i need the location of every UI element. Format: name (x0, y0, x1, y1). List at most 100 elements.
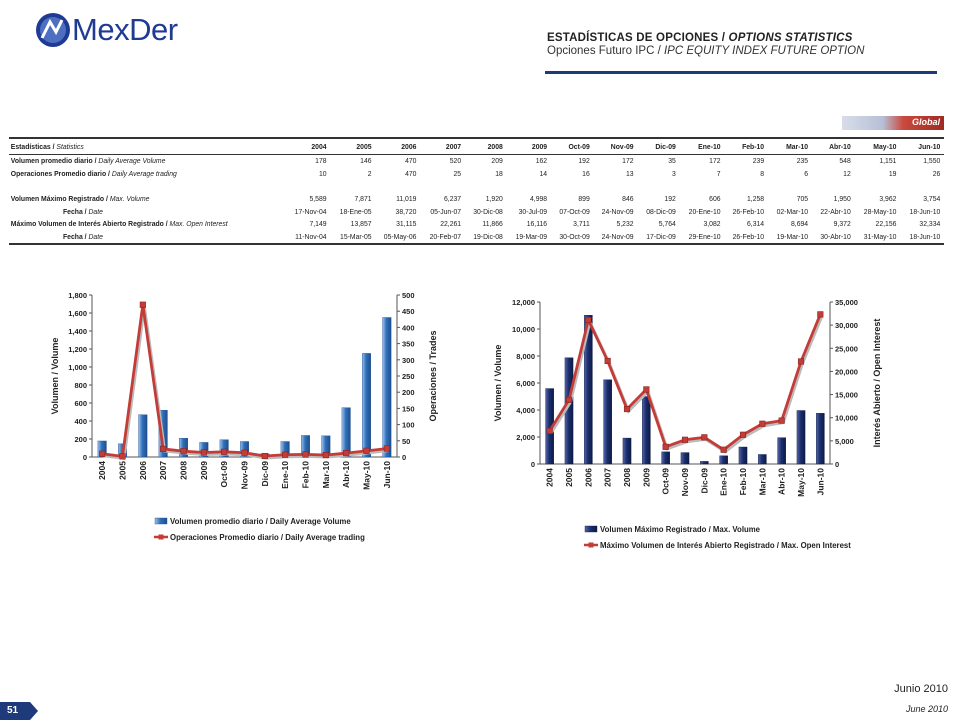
table-cell: 15-Mar-05 (332, 230, 373, 245)
table-cell: 239 (752, 156, 765, 166)
y2-tick-label: 300 (402, 356, 415, 365)
line-point (565, 396, 573, 403)
y-tick-label: 8,000 (516, 352, 535, 361)
x-tick-label: May-10 (362, 461, 372, 490)
table-cell: 30-Jul-09 (518, 206, 547, 216)
x-tick-label: Jun-10 (815, 468, 825, 496)
bar (758, 454, 767, 465)
table-cell: 20-Feb-07 (422, 230, 463, 245)
x-tick-label: Abr-10 (777, 468, 787, 495)
table-cell: 07-Oct-09 (558, 206, 590, 216)
table-column-header: 2006 (377, 137, 419, 155)
table-cell: 8,694 (791, 219, 809, 229)
table-cell: 548 (839, 156, 852, 166)
x-tick-label: 2005 (118, 461, 128, 480)
x-tick-label: 2006 (138, 461, 148, 480)
table-cell: 19-Mar-10 (770, 230, 811, 245)
table-cell: 3,082 (703, 219, 721, 229)
y-tick-label: 1,800 (68, 291, 87, 300)
table-cell: 29-Ene-10 (681, 230, 723, 245)
bar (680, 452, 690, 465)
page-number: 51 (0, 702, 38, 720)
x-tick-label: Oct-09 (219, 461, 229, 488)
x-tick-label: 2008 (179, 461, 189, 480)
table-cell: 9,372 (834, 219, 852, 229)
table-column-header: Nov-09 (595, 137, 636, 155)
line-point (546, 427, 553, 434)
table-cell: 6,314 (747, 219, 765, 229)
bar (700, 461, 709, 465)
bar (341, 407, 351, 458)
x-tick-label: Dic-09 (699, 468, 709, 494)
legend-line-marker (158, 534, 164, 540)
statistics-table: Estadísticas / Statistics 2004 2005 2006 20… (9, 137, 944, 245)
x-tick-label: 2009 (199, 461, 209, 480)
bar (661, 451, 670, 465)
table-cell: 470 (405, 168, 417, 178)
y-tick-label: 0 (531, 460, 535, 469)
table-cell: 470 (405, 156, 417, 166)
table-cell: 26-Feb-10 (732, 206, 765, 216)
table-cell: 32,334 (919, 219, 941, 229)
table-row: Fecha / Date 11-Nov-04 15-Mar-05 05-May-06 2… (9, 230, 944, 245)
y2-tick-label: 50 (402, 437, 410, 446)
line-point (681, 436, 689, 443)
table-column-header: Feb-10 (726, 137, 767, 155)
table-cell: 13,857 (350, 219, 372, 229)
table-cell: 22,156 (875, 219, 897, 229)
bar (179, 437, 188, 458)
table-cell: 5,589 (309, 194, 327, 204)
table-cell: 4,998 (529, 194, 547, 204)
page-subtitle: Opciones Futuro IPC / IPC EQUITY INDEX F… (547, 45, 865, 57)
table-column-header: Mar-10 (770, 137, 811, 155)
y2-tick-label: 30,000 (835, 321, 858, 330)
line-point (221, 448, 228, 455)
y2-tick-label: 15,000 (835, 391, 858, 400)
line-point (383, 445, 390, 452)
y2-tick-label: 10,000 (835, 414, 858, 423)
table-cell: 22,261 (439, 219, 461, 229)
table-cell: 05-Jun-07 (429, 206, 461, 216)
x-tick-label: Dic-09 (260, 461, 270, 487)
line-point (119, 453, 126, 460)
line-point (817, 311, 824, 318)
line-point (200, 449, 207, 456)
line-point (282, 451, 289, 458)
legend-label-bars: Volumen promedio diario / Daily Average … (170, 517, 351, 526)
legend-bar-swatch (584, 525, 598, 533)
x-tick-label: Jun-10 (382, 461, 392, 489)
line-point (139, 301, 146, 308)
bar (622, 437, 632, 465)
page-header: ESTADÍSTICAS DE OPCIONES / OPTIONS STATI… (547, 32, 947, 57)
legend-label-line: Máximo Volumen de Interés Abierto Regist… (600, 541, 851, 550)
line-point (343, 450, 350, 457)
table-cell: 16 (581, 168, 590, 178)
y2-tick-label: 0 (835, 460, 839, 469)
x-tick-label: Ene-10 (719, 468, 729, 496)
bar (642, 396, 651, 465)
table-cell: 17-Nov-04 (294, 206, 327, 216)
table-column-header: 2004 (288, 137, 329, 155)
max-volume-chart: 0 2,000 4,000 6,000 8,000 10,000 12,000 0 5,000 1… (493, 298, 882, 550)
x-tick-label: Nov-09 (240, 461, 250, 490)
bar (738, 446, 748, 465)
table-cell: 10 (318, 168, 327, 178)
legend: Volumen promedio diario / Daily Average … (154, 517, 365, 542)
table-row: Máximo Volumen de Interés Abierto Regist… (9, 218, 944, 231)
table-cell: 1,151 (879, 156, 897, 166)
y2-tick-label: 200 (402, 388, 415, 397)
daily-average-chart: 0 200 400 600 800 1,000 1,200 1,400 1,600 1,800 0 5… (50, 291, 438, 542)
row-label: Volumen promedio diario / Daily Average … (10, 156, 166, 166)
x-tick-label: 2004 (545, 468, 555, 487)
table-cell: 18-Ene-05 (339, 206, 372, 216)
table-cell: 1,258 (747, 194, 765, 204)
table-cell: 209 (491, 156, 503, 166)
bar (603, 379, 612, 465)
table-cell: 11,866 (482, 219, 503, 229)
table-column-header: 2005 (332, 137, 373, 155)
table-cell: 24-Nov-09 (601, 206, 634, 216)
footer-date-en: June 2010 (905, 704, 948, 714)
y2-tick-label: 500 (402, 291, 415, 300)
bar (816, 413, 825, 465)
table-cell: 192 (577, 156, 590, 166)
